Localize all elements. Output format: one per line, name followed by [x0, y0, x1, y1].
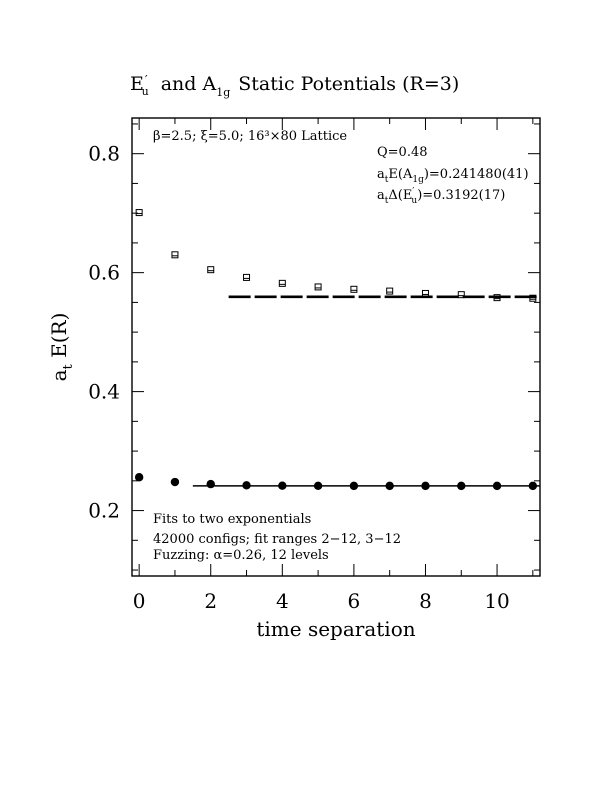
data-point-square [171, 251, 179, 259]
y-label-sub: t [61, 363, 76, 369]
x-axis-label: time separation [256, 617, 415, 641]
annotation-q: Q=0.48 [377, 145, 428, 160]
title-eu: E [130, 73, 144, 95]
data-point-circle [134, 473, 144, 482]
axis-tick-labels: 0 2 4 6 8 10 0.2 0.4 0.6 0.8 [88, 142, 510, 613]
data-point-square [207, 266, 215, 274]
data-point-square [278, 279, 286, 287]
data-point-circle [242, 481, 251, 490]
data-point-square [493, 294, 501, 302]
y-label-rest: E(R) [47, 313, 71, 365]
data-point-circle [349, 481, 359, 491]
data-point-circle [492, 481, 502, 491]
data-point-square [529, 294, 537, 302]
plot-frame [131, 117, 541, 577]
title-eu-prime: ′ [145, 73, 148, 87]
x-tick-label: 4 [276, 589, 289, 613]
annotation-fuzzing: Fuzzing: α=0.26, 12 levels [153, 548, 329, 563]
title-eu-sub: u [142, 85, 149, 98]
x-tick-label: 6 [348, 589, 361, 613]
axis-ticks [132, 118, 540, 576]
data-point-circle [457, 481, 466, 491]
data-point-circle [170, 477, 180, 487]
data-point-square [314, 283, 322, 291]
title-static: Static Potentials (R=3) [238, 73, 459, 95]
x-tick-label: 0 [133, 589, 146, 613]
y-tick-label: 0.8 [88, 142, 120, 166]
y-tick-label: 0.4 [88, 380, 120, 404]
title-a1g: and A [161, 73, 217, 95]
title-a1g-sub: 1g [216, 86, 230, 99]
y-axis-label: at E(R) [47, 313, 76, 382]
data-point-square [386, 287, 394, 295]
annotation-lattice: β=2.5; ξ=5.0; 16³×80 Lattice [153, 129, 347, 144]
annotation-delta-eu: atΔ(E′ u)=0.3192(17) [377, 187, 505, 206]
data-point-circle [278, 481, 287, 490]
annotation-configs: 42000 configs; fit ranges 2−12, 3−12 [153, 532, 401, 547]
annotation-fits: Fits to two exponentials [153, 512, 311, 527]
chart-title: E′ u and A1g Static Potentials (R=3) [130, 73, 459, 99]
annotation-energy-a1g: atE(A1g)=0.241480(41) [377, 167, 529, 185]
data-point-circle [421, 481, 430, 491]
data-point-square [135, 209, 143, 217]
data-point-circle [206, 479, 215, 489]
data-point-square [350, 285, 358, 293]
data-point-circle [385, 481, 394, 491]
x-tick-label: 10 [484, 589, 509, 613]
x-tick-label: 2 [204, 589, 217, 613]
data-point-circle [528, 481, 538, 491]
data-point-square [421, 289, 429, 297]
data-point-square [243, 273, 251, 281]
x-tick-label: 8 [419, 589, 432, 613]
y-tick-label: 0.2 [88, 499, 120, 523]
data-points [134, 209, 538, 491]
fit-lines [192, 295, 540, 487]
data-point-square [457, 291, 465, 299]
y-label-a: a [47, 369, 71, 381]
y-tick-label: 0.6 [88, 261, 120, 285]
data-point-circle [313, 481, 323, 491]
